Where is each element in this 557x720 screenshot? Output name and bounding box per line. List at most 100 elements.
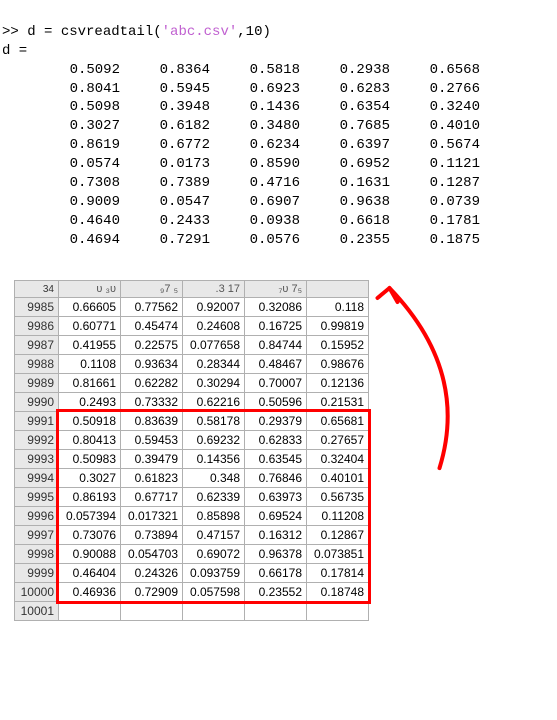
table-cell: 0.46404: [59, 564, 121, 583]
matrix-cell: 0.6568: [390, 61, 480, 80]
matrix-cell: 0.8041: [30, 80, 120, 99]
table-cell: 0.96378: [245, 545, 307, 564]
table-cell: 0.21531: [307, 393, 369, 412]
row-header: 9985: [15, 298, 59, 317]
table-row: 99970.730760.738940.471570.163120.12867: [15, 526, 369, 545]
table-cell: 0.85898: [183, 507, 245, 526]
matrix-row: 0.73080.73890.47160.16310.1287: [2, 174, 555, 193]
table-cell: [307, 602, 369, 621]
table-cell: 0.41955: [59, 336, 121, 355]
table-cell: 0.73076: [59, 526, 121, 545]
table-row: 99920.804130.594530.692320.628330.27657: [15, 431, 369, 450]
table-cell: 0.017321: [121, 507, 183, 526]
table-cell: 0.70007: [245, 374, 307, 393]
matrix-cell: 0.1631: [300, 174, 390, 193]
matrix-cell: 0.9009: [30, 193, 120, 212]
table-cell: 0.28344: [183, 355, 245, 374]
table-row: 99990.464040.243260.0937590.661780.17814: [15, 564, 369, 583]
table-cell: 0.077658: [183, 336, 245, 355]
table-cell: 0.054703: [121, 545, 183, 564]
table-cell: 0.73894: [121, 526, 183, 545]
table-row: 100000.469360.729090.0575980.235520.1874…: [15, 583, 369, 602]
matrix-cell: 0.0547: [120, 193, 210, 212]
result-var: d =: [2, 43, 27, 59]
matrix-cell: 0.5098: [30, 98, 120, 117]
matrix-row: 0.86190.67720.62340.63970.5674: [2, 136, 555, 155]
matrix-cell: 0.1121: [390, 155, 480, 174]
table-row: 99900.24930.733320.622160.505960.21531: [15, 393, 369, 412]
matrix-cell: 0.7291: [120, 231, 210, 250]
table-cell: 0.50596: [245, 393, 307, 412]
table-cell: 0.15952: [307, 336, 369, 355]
row-header: 9997: [15, 526, 59, 545]
matrix-cell: 0.2938: [300, 61, 390, 80]
prompt: >>: [2, 24, 19, 40]
row-header: 9988: [15, 355, 59, 374]
command-pre: d = csvreadtail(: [27, 24, 161, 40]
table-cell: 0.32404: [307, 450, 369, 469]
table-row: 99850.666050.775620.920070.320860.118: [15, 298, 369, 317]
matrix-cell: 0.4716: [210, 174, 300, 193]
table-cell: 0.86193: [59, 488, 121, 507]
table-cell: 0.27657: [307, 431, 369, 450]
row-header: 9990: [15, 393, 59, 412]
matrix-cell: 0.0574: [30, 155, 120, 174]
annotation-arrow-head: [378, 288, 398, 302]
table-cell: 0.84744: [245, 336, 307, 355]
matrix-cell: 0.5092: [30, 61, 120, 80]
col-header: ₇ᴜ 7₅: [245, 281, 307, 298]
matrix-cell: 0.0173: [120, 155, 210, 174]
row-header: 9991: [15, 412, 59, 431]
table-cell: 0.18748: [307, 583, 369, 602]
row-header: 9995: [15, 488, 59, 507]
row-header: 9992: [15, 431, 59, 450]
table-row: 99880.11080.936340.283440.484670.98676: [15, 355, 369, 374]
table-row: 10001: [15, 602, 369, 621]
matrix-row: 0.30270.61820.34800.76850.4010: [2, 117, 555, 136]
table-cell: 0.30294: [183, 374, 245, 393]
table-row: 99980.900880.0547030.690720.963780.07385…: [15, 545, 369, 564]
table-cell: 0.12136: [307, 374, 369, 393]
table-cell: 0.12867: [307, 526, 369, 545]
row-header: 9987: [15, 336, 59, 355]
table-cell: 0.80413: [59, 431, 121, 450]
matrix-cell: 0.9638: [300, 193, 390, 212]
table-cell: [245, 602, 307, 621]
table-row: 99930.509830.394790.143560.635450.32404: [15, 450, 369, 469]
matrix-row: 0.46400.24330.09380.66180.1781: [2, 212, 555, 231]
table-cell: 0.56735: [307, 488, 369, 507]
table-cell: 0.057598: [183, 583, 245, 602]
matrix-cell: 0.0576: [210, 231, 300, 250]
table-row: 99860.607710.454740.246080.167250.99819: [15, 317, 369, 336]
table-row: 99890.816610.622820.302940.700070.12136: [15, 374, 369, 393]
table-cell: 0.62282: [121, 374, 183, 393]
table-cell: [59, 602, 121, 621]
matrix-cell: 0.8590: [210, 155, 300, 174]
matrix-cell: 0.6772: [120, 136, 210, 155]
header-corner: 34: [15, 281, 59, 298]
col-header: .3 17: [183, 281, 245, 298]
matrix-cell: 0.6397: [300, 136, 390, 155]
matrix-cell: 0.5818: [210, 61, 300, 80]
matrix-cell: 0.0938: [210, 212, 300, 231]
matrix-row: 0.80410.59450.69230.62830.2766: [2, 80, 555, 99]
row-header: 9993: [15, 450, 59, 469]
annotation-arrow-curve: [390, 288, 448, 468]
matrix-cell: 0.1781: [390, 212, 480, 231]
table-cell: 0.48467: [245, 355, 307, 374]
result-matrix: 0.50920.83640.58180.29380.65680.80410.59…: [2, 61, 555, 250]
table-cell: 0.40101: [307, 469, 369, 488]
col-header: ₉7 ₅: [121, 281, 183, 298]
matrix-cell: 0.4010: [390, 117, 480, 136]
table-cell: 0.83639: [121, 412, 183, 431]
row-header: 9998: [15, 545, 59, 564]
table-cell: 0.69072: [183, 545, 245, 564]
matrix-cell: 0.2766: [390, 80, 480, 99]
table-cell: 0.81661: [59, 374, 121, 393]
table-cell: 0.76846: [245, 469, 307, 488]
table-cell: 0.66178: [245, 564, 307, 583]
matrix-cell: 0.7389: [120, 174, 210, 193]
table-cell: 0.60771: [59, 317, 121, 336]
matrix-cell: 0.6283: [300, 80, 390, 99]
table-cell: 0.62216: [183, 393, 245, 412]
